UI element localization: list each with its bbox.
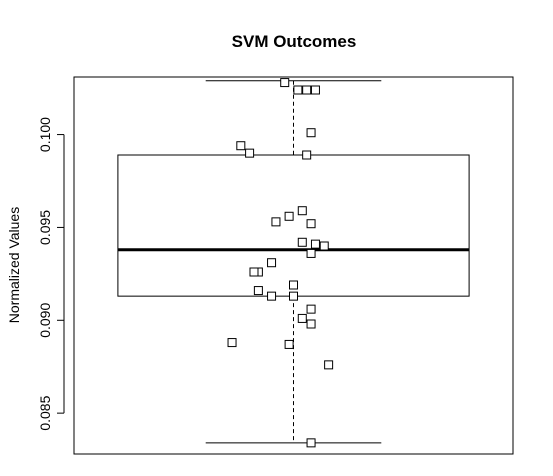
y-tick-label: 0.100 xyxy=(37,117,53,152)
data-point xyxy=(253,286,263,296)
data-point xyxy=(289,280,298,290)
data-point xyxy=(249,267,259,277)
chart-title: SVM Outcomes xyxy=(232,32,357,51)
data-point xyxy=(319,241,329,251)
data-point xyxy=(293,85,303,95)
whiskers xyxy=(205,80,382,444)
data-point xyxy=(267,258,277,268)
data-point xyxy=(245,148,255,158)
y-axis-label: Normalized Values xyxy=(6,207,22,323)
data-point xyxy=(267,291,277,301)
data-point xyxy=(310,85,320,95)
data-point xyxy=(306,304,316,314)
plot-frame xyxy=(73,76,514,455)
data-point xyxy=(324,360,334,370)
data-point xyxy=(306,438,316,448)
data-point xyxy=(284,339,294,349)
data-points xyxy=(227,78,334,448)
data-point xyxy=(227,338,237,348)
data-point xyxy=(306,219,316,229)
data-point xyxy=(306,128,316,138)
data-point xyxy=(297,313,307,323)
data-point xyxy=(306,248,316,258)
data-point xyxy=(302,150,312,160)
data-point xyxy=(310,239,320,249)
data-point xyxy=(289,291,298,301)
y-axis: 0.085 0.090 0.095 0.100 xyxy=(37,117,65,431)
data-point xyxy=(302,85,312,95)
box xyxy=(117,154,470,297)
data-point xyxy=(271,217,281,227)
data-point xyxy=(297,206,307,216)
data-point xyxy=(297,237,307,247)
y-tick-label: 0.085 xyxy=(37,395,53,430)
data-point xyxy=(284,211,294,221)
data-point xyxy=(280,78,290,88)
y-tick-label: 0.090 xyxy=(37,303,53,338)
interquartile-box xyxy=(117,154,470,297)
y-tick-label: 0.095 xyxy=(37,210,53,245)
data-point xyxy=(306,319,316,329)
data-point xyxy=(236,141,246,151)
